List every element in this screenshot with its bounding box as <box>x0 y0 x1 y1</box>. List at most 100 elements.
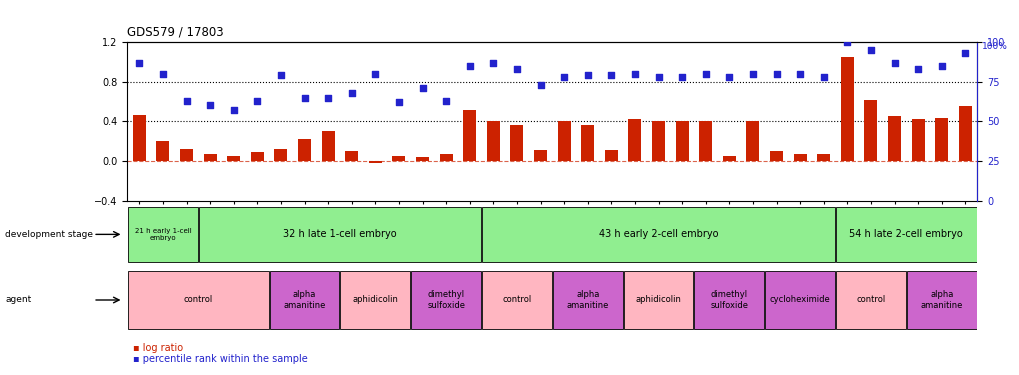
Point <box>297 94 313 100</box>
Bar <box>557 122 570 161</box>
Bar <box>934 118 948 161</box>
Bar <box>552 271 622 329</box>
Bar <box>793 154 806 161</box>
Bar <box>958 106 971 161</box>
Text: ▪ log ratio: ▪ log ratio <box>132 343 182 353</box>
Point <box>767 71 784 77</box>
Point <box>272 72 288 78</box>
Bar <box>369 161 381 163</box>
Point <box>343 90 360 96</box>
Point <box>602 72 619 78</box>
Bar <box>906 271 976 329</box>
Point <box>390 99 407 105</box>
Text: dimethyl
sulfoxide: dimethyl sulfoxide <box>427 290 465 310</box>
Text: aphidicolin: aphidicolin <box>352 296 397 304</box>
Point <box>367 71 383 77</box>
Point <box>437 98 453 104</box>
Bar <box>204 154 216 161</box>
Point <box>485 60 501 66</box>
Text: agent: agent <box>5 296 32 304</box>
Text: cycloheximide: cycloheximide <box>769 296 829 304</box>
Bar <box>746 122 759 161</box>
Point <box>579 72 595 78</box>
Bar <box>651 122 664 161</box>
Bar <box>127 207 198 262</box>
Bar <box>344 151 358 161</box>
Bar <box>675 122 688 161</box>
Bar <box>816 154 829 161</box>
Text: GDS579 / 17803: GDS579 / 17803 <box>127 25 224 38</box>
Bar <box>411 271 481 329</box>
Bar <box>510 125 523 161</box>
Bar <box>486 122 499 161</box>
Bar <box>769 151 783 161</box>
Point <box>862 47 878 53</box>
Bar <box>127 271 268 329</box>
Text: control: control <box>856 296 884 304</box>
Point <box>909 66 925 72</box>
Bar <box>199 207 481 262</box>
Bar <box>132 116 146 161</box>
Bar <box>840 57 853 161</box>
Bar <box>836 207 976 262</box>
Point <box>839 39 855 45</box>
Point <box>720 74 737 80</box>
Bar <box>274 149 287 161</box>
Point <box>508 66 525 72</box>
Point <box>744 71 760 77</box>
Point <box>886 60 902 66</box>
Point <box>155 71 171 77</box>
Bar <box>911 119 924 161</box>
Point <box>462 63 478 69</box>
Point <box>626 71 642 77</box>
Point <box>249 98 265 104</box>
Text: alpha
amanitine: alpha amanitine <box>920 290 962 310</box>
Text: 21 h early 1-cell
embryo: 21 h early 1-cell embryo <box>135 228 192 241</box>
Point <box>202 102 218 108</box>
Point <box>225 107 242 113</box>
Bar <box>722 156 735 161</box>
Bar <box>836 271 905 329</box>
Point <box>532 82 548 88</box>
Bar <box>694 271 763 329</box>
Point <box>320 94 336 100</box>
Bar <box>179 149 193 161</box>
Text: ▪ percentile rank within the sample: ▪ percentile rank within the sample <box>132 354 307 364</box>
Point <box>674 74 690 80</box>
Bar <box>888 116 900 161</box>
Bar <box>699 122 711 161</box>
Bar <box>298 139 311 161</box>
Text: aphidicolin: aphidicolin <box>635 296 681 304</box>
Bar <box>416 157 429 161</box>
Bar <box>628 119 641 161</box>
Text: 43 h early 2-cell embryo: 43 h early 2-cell embryo <box>598 230 717 239</box>
Text: control: control <box>183 296 213 304</box>
Text: alpha
amanitine: alpha amanitine <box>283 290 325 310</box>
Point <box>650 74 666 80</box>
Point <box>815 74 832 80</box>
Bar <box>623 271 693 329</box>
Point <box>555 74 572 80</box>
Text: dimethyl
sulfoxide: dimethyl sulfoxide <box>709 290 748 310</box>
Bar <box>439 154 452 161</box>
Point <box>131 60 148 66</box>
Bar <box>581 125 594 161</box>
Bar <box>764 271 835 329</box>
Bar <box>482 271 551 329</box>
Text: 100%: 100% <box>981 42 1007 51</box>
Bar <box>156 141 169 161</box>
Text: development stage: development stage <box>5 230 93 239</box>
Bar <box>392 156 405 161</box>
Bar <box>864 99 876 161</box>
Bar <box>463 110 476 161</box>
Text: alpha
amanitine: alpha amanitine <box>566 290 608 310</box>
Point <box>414 85 430 91</box>
Bar <box>604 150 618 161</box>
Point <box>956 50 972 56</box>
Text: 32 h late 1-cell embryo: 32 h late 1-cell embryo <box>283 230 396 239</box>
Point <box>178 98 195 104</box>
Bar <box>227 156 239 161</box>
Bar <box>482 207 835 262</box>
Point <box>791 71 807 77</box>
Bar <box>340 271 410 329</box>
